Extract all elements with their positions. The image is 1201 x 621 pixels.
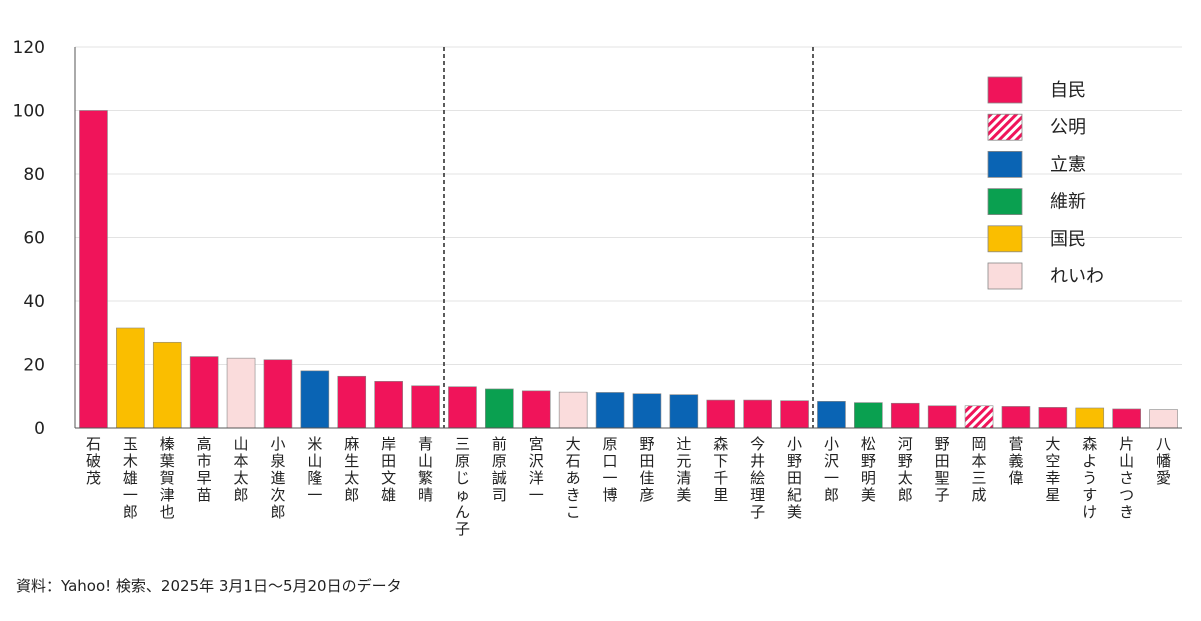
- legend-item: 立憲: [987, 150, 1086, 178]
- y-tick-label: 20: [23, 356, 45, 376]
- y-tick-label: 80: [23, 165, 45, 185]
- bar: [521, 390, 551, 429]
- legend-item: 自民: [987, 76, 1086, 104]
- category-label: 松野明美: [861, 435, 876, 504]
- bar: [743, 399, 772, 429]
- category-label: 麻生太郎: [344, 435, 359, 504]
- bar: [485, 388, 514, 429]
- legend-label: れいわ: [1050, 266, 1104, 287]
- bar: [1038, 407, 1068, 429]
- category-label: 野田聖子: [935, 435, 950, 504]
- legend-label: 公明: [1050, 117, 1086, 138]
- category-label: 原口一博: [603, 435, 618, 504]
- bar: [854, 402, 883, 429]
- legend-swatch: [987, 150, 1023, 178]
- bar: [337, 375, 367, 429]
- legend-swatch: [987, 262, 1023, 290]
- bars: [79, 110, 1178, 429]
- legend-item: 維新: [987, 188, 1086, 216]
- bar: [1149, 409, 1178, 429]
- category-label: 大石あきこ: [566, 435, 581, 521]
- category-label: 岸田文雄: [381, 435, 396, 504]
- category-label: 山本太郎: [234, 435, 249, 504]
- category-label: 森ようすけ: [1082, 435, 1097, 521]
- y-tick-label: 100: [13, 102, 45, 122]
- bar: [1001, 406, 1031, 429]
- category-labels: 石破茂 玉木雄一郎 榛葉賀津也 高市早苗 山本太郎 小泉進次郎 米山隆一 麻生太郎 岸田文雄 青山…: [86, 435, 1171, 538]
- legend-item: 国民: [987, 225, 1086, 253]
- category-label: 今井絵理子: [750, 435, 765, 521]
- bar: [1112, 408, 1141, 429]
- category-label: 小沢一郎: [824, 435, 839, 504]
- category-label: 榛葉賀津也: [160, 435, 175, 521]
- legend-item: 公明: [987, 113, 1086, 141]
- y-tick-label: 0: [34, 419, 45, 439]
- bar: [780, 400, 809, 429]
- category-label: 三原じゅん子: [455, 435, 470, 538]
- group-dividers: [443, 47, 814, 428]
- category-label: 高市早苗: [197, 435, 212, 504]
- category-label: 辻元清美: [676, 435, 691, 504]
- category-label: 片山さつき: [1119, 435, 1134, 521]
- category-label: 大空幸星: [1045, 435, 1060, 504]
- category-label: 宮沢洋一: [529, 435, 544, 504]
- category-label: 小泉進次郎: [270, 435, 285, 521]
- bar: [411, 385, 440, 429]
- category-label: 前原誠司: [492, 435, 507, 504]
- y-tick-label: 120: [13, 38, 45, 58]
- category-label: 青山繁晴: [418, 435, 433, 504]
- bar-chart: 0 20 40 60 80 100 120 石破茂 玉木雄一郎 榛葉賀津也 高市早苗 山本太郎 小泉進…: [13, 38, 1182, 538]
- source-note: 資料：Yahoo! 検索、2025年 3月1日～5月20日のデータ: [16, 577, 402, 595]
- bar: [558, 391, 588, 429]
- category-label: 岡本三成: [972, 435, 987, 504]
- legend-label: 自民: [1050, 80, 1086, 101]
- legend-label: 立憲: [1050, 153, 1086, 175]
- bar: [964, 405, 994, 429]
- axes: [74, 47, 1182, 429]
- legend-swatch: [987, 76, 1023, 104]
- bar: [448, 386, 477, 429]
- legend-swatch: [987, 225, 1023, 253]
- y-tick-label: 40: [23, 292, 45, 312]
- bar: [300, 370, 330, 429]
- bar: [927, 405, 957, 429]
- bar: [152, 341, 182, 429]
- bar: [226, 357, 256, 429]
- category-label: 玉木雄一郎: [123, 435, 138, 521]
- bar: [374, 381, 403, 429]
- gridlines: [75, 46, 1182, 365]
- bar: [263, 359, 293, 429]
- category-label: 菅義偉: [1008, 435, 1023, 487]
- legend-swatch: [987, 113, 1023, 141]
- bar: [890, 402, 920, 429]
- bar: [595, 392, 625, 429]
- legend-label: 維新: [1050, 192, 1086, 213]
- bar: [79, 110, 108, 429]
- category-label: 森下千里: [713, 435, 728, 504]
- bar: [116, 327, 145, 429]
- bar: [189, 356, 219, 429]
- category-label: 米山隆一: [307, 435, 322, 504]
- category-label: 河野太郎: [898, 435, 913, 504]
- legend-item: れいわ: [987, 262, 1104, 290]
- category-label: 小野田紀美: [787, 435, 802, 521]
- bar: [706, 399, 736, 429]
- legend-swatch: [987, 188, 1023, 216]
- bar: [1075, 407, 1105, 429]
- y-tick-label: 60: [23, 229, 45, 249]
- category-label: 野田佳彦: [639, 435, 654, 504]
- bar: [817, 401, 846, 429]
- category-label: 八幡愛: [1156, 435, 1171, 487]
- legend-label: 国民: [1050, 229, 1086, 250]
- bar: [669, 394, 699, 429]
- category-label: 石破茂: [86, 435, 101, 487]
- y-tick-labels: 0 20 40 60 80 100 120: [13, 38, 45, 439]
- bar: [632, 393, 662, 429]
